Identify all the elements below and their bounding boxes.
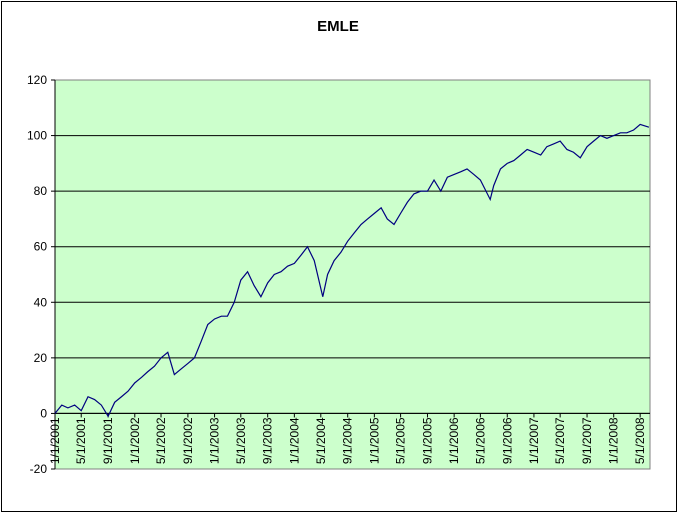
data-line — [54, 123, 650, 418]
x-tick-label: 9/1/2007 — [580, 417, 594, 464]
x-tick-label: 5/1/2002 — [154, 417, 168, 464]
y-tick-label: 120 — [27, 73, 47, 87]
x-tick-label: 5/1/2007 — [553, 417, 567, 464]
y-tick-label: 80 — [34, 184, 48, 198]
x-tick-label: 1/1/2004 — [287, 417, 301, 464]
y-tick-label: 60 — [34, 240, 48, 254]
x-tick-label: 1/1/2002 — [128, 417, 142, 464]
x-tick-label: 9/1/2001 — [101, 417, 115, 464]
x-tick-label: 5/1/2001 — [74, 417, 88, 464]
x-tick-label: 5/1/2003 — [234, 417, 248, 464]
x-tick-label: 9/1/2006 — [500, 417, 514, 464]
x-tick-label: 1/1/2008 — [607, 417, 621, 464]
y-tick-label: 20 — [34, 351, 48, 365]
x-tick-label: 9/1/2003 — [261, 417, 275, 464]
x-tick-label: 1/1/2007 — [527, 417, 541, 464]
x-tick-label: 9/1/2005 — [420, 417, 434, 464]
x-tick-label: 5/1/2006 — [473, 417, 487, 464]
y-tick-label: 100 — [27, 129, 47, 143]
y-tick-label: 0 — [40, 406, 47, 420]
x-tick-label: 5/1/2008 — [633, 417, 647, 464]
x-tick-label: 5/1/2004 — [314, 417, 328, 464]
y-tick-label: 40 — [34, 295, 48, 309]
chart-title: EMLE — [317, 18, 359, 35]
x-tick-label: 1/1/2001 — [48, 417, 62, 464]
x-tick-label: 1/1/2005 — [367, 417, 381, 464]
y-tick-label: -20 — [30, 462, 48, 476]
plot-area — [54, 79, 651, 470]
x-tick-label: 1/1/2003 — [208, 417, 222, 464]
x-tick-label: 9/1/2002 — [181, 417, 195, 464]
x-tick-label: 5/1/2005 — [394, 417, 408, 464]
x-tick-label: 9/1/2004 — [341, 417, 355, 464]
x-tick-label: 1/1/2006 — [447, 417, 461, 464]
